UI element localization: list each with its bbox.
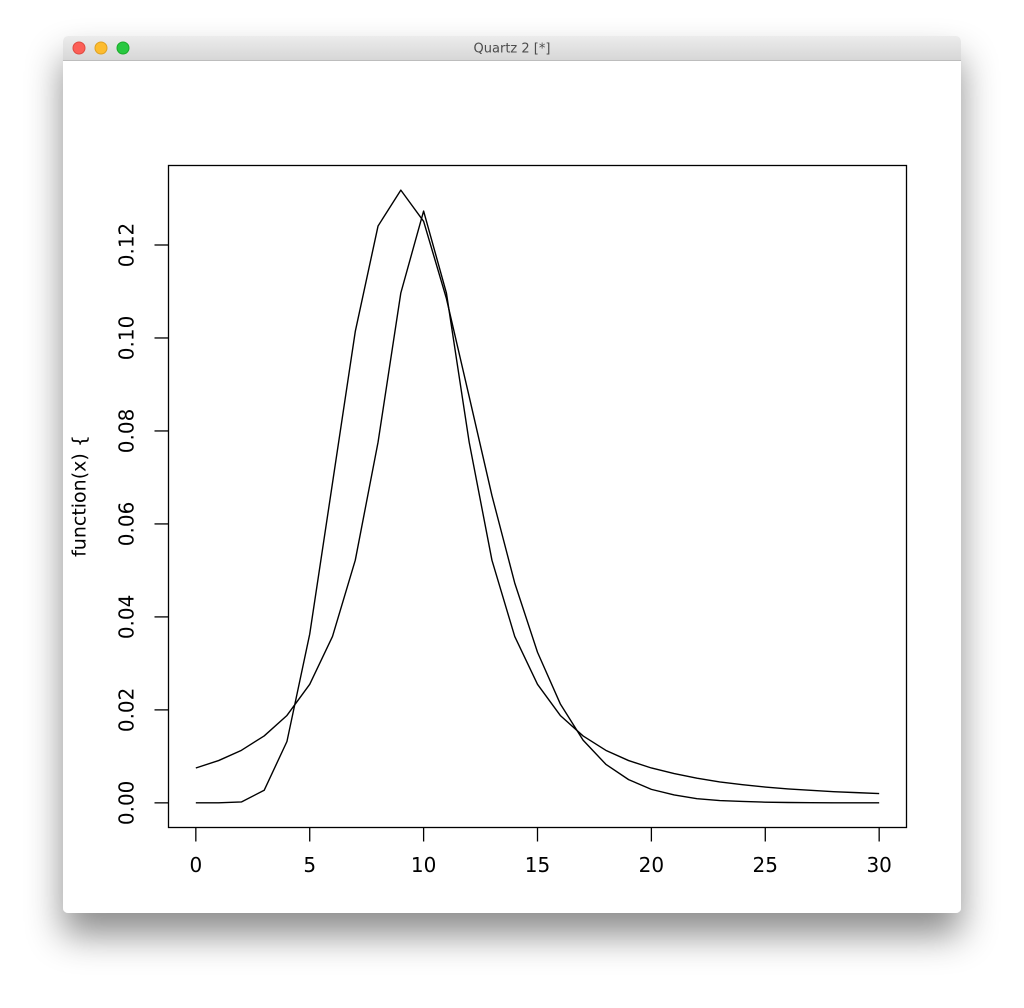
x-tick-label: 15 [525,853,550,877]
x-axis-label: x [531,909,542,931]
x-tick-label: 5 [303,853,316,877]
y-tick-label: 0.10 [115,316,139,361]
x-tick-label: 25 [753,853,778,877]
y-tick-label: 0.02 [115,688,139,733]
y-tick-label: 0.12 [115,223,139,268]
window [63,36,961,913]
minimize-button[interactable] [94,41,108,55]
y-tick-label: 0.06 [115,502,139,547]
curve [195,189,880,804]
zoom-button[interactable] [116,41,130,55]
window-content: Quartz 2 [*] function(x) { x 0 5 10 15 20 25 3… [63,36,961,931]
y-axis-label: function(x) { [69,435,91,557]
y-tick-label: 0.08 [115,409,139,454]
title-bar [63,36,961,61]
y-tick-label: 0.00 [115,781,139,826]
window-title: Quartz 2 [*] [474,42,551,57]
close-button[interactable] [72,41,86,55]
x-tick-label: 20 [639,853,664,877]
y-tick-label: 0.04 [115,595,139,640]
x-tick-label: 30 [866,853,891,877]
x-tick-label: 0 [189,853,202,877]
curve [195,210,880,795]
x-tick-label: 10 [411,853,436,877]
